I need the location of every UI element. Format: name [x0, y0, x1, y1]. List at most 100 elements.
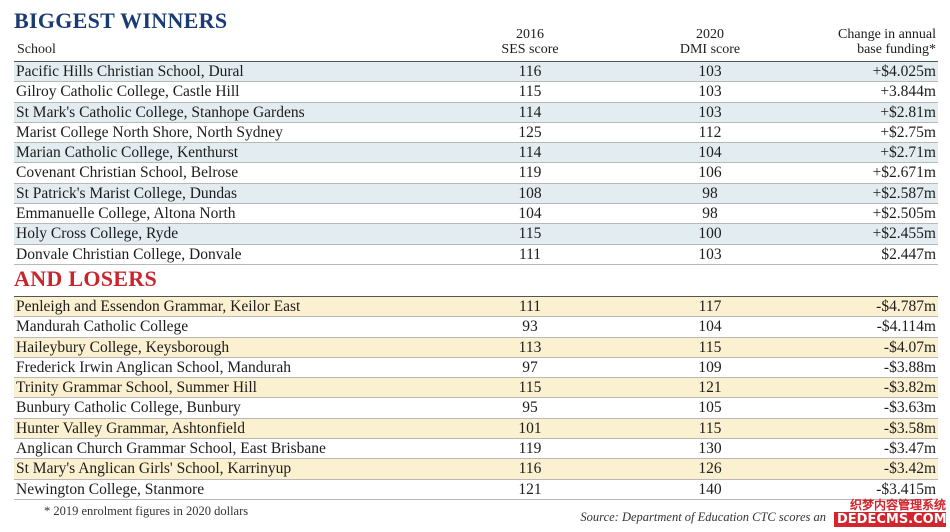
- column-header-ses: 2016 SES score: [480, 27, 580, 57]
- ses-cell: 101: [518, 419, 542, 437]
- change-cell: -$3.58m: [883, 419, 936, 437]
- watermark: 织梦内容管理系统 DEDECMS.COM: [834, 498, 947, 528]
- table-row: Covenant Christian School, Belrose 119 106…: [14, 163, 938, 184]
- ses-cell: 104: [518, 205, 542, 223]
- change-cell: -$3.88m: [883, 358, 936, 376]
- dmi-cell: 112: [698, 123, 722, 141]
- footnote: * 2019 enrolment figures in 2020 dollars: [44, 504, 249, 518]
- ses-cell: 113: [518, 338, 542, 356]
- watermark-line2: DEDECMS.COM: [834, 512, 947, 527]
- school-cell: Penleigh and Essendon Grammar, Keilor Ea…: [16, 298, 301, 315]
- school-cell: Hunter Valley Grammar, Ashtonfield: [16, 419, 245, 437]
- dmi-cell: 98: [702, 184, 718, 202]
- school-cell: St Mary's Anglican Girls' School, Karrin…: [16, 460, 292, 478]
- column-header-change: Change in annual base funding*: [776, 27, 936, 57]
- dmi-cell: 100: [698, 225, 722, 243]
- ses-cell: 125: [518, 123, 542, 141]
- dmi-cell: 103: [698, 103, 722, 121]
- school-cell: Covenant Christian School, Belrose: [16, 164, 239, 182]
- change-cell: -$4.07m: [883, 338, 936, 356]
- ses-cell: 121: [518, 480, 542, 498]
- dmi-cell: 109: [698, 358, 722, 376]
- change-cell: -$3.47m: [883, 440, 936, 458]
- ses-cell: 115: [518, 225, 542, 243]
- watermark-line1: 织梦内容管理系统: [849, 498, 946, 512]
- table-row: Marist College North Shore, North Sydney…: [14, 122, 938, 144]
- change-cell: +$2.71m: [880, 144, 936, 162]
- school-cell: Bunbury Catholic College, Bunbury: [16, 399, 241, 417]
- school-cell: Donvale Christian College, Donvale: [16, 245, 242, 263]
- school-cell: Marist College North Shore, North Sydney: [16, 123, 283, 141]
- losers-heading: AND LOSERS: [14, 266, 157, 291]
- change-cell: -$3.63m: [883, 399, 936, 417]
- change-cell: +$2.671m: [872, 164, 936, 182]
- school-cell: Gilroy Catholic College, Castle Hill: [16, 83, 240, 101]
- change-cell: +$2.81m: [880, 103, 936, 121]
- table-row: Marian Catholic College, Kenthurst 114 104…: [14, 143, 938, 164]
- table-row: Anglican Church Grammar School, East Bri…: [14, 439, 938, 460]
- school-cell: Pacific Hills Christian School, Dural: [16, 63, 244, 80]
- ses-cell: 119: [518, 440, 542, 458]
- ses-cell: 114: [518, 144, 542, 162]
- table-row: Hunter Valley Grammar, Ashtonfield 101 115…: [14, 418, 938, 440]
- table-row: Gilroy Catholic College, Castle Hill 115 1…: [14, 82, 938, 103]
- table-row: Trinity Grammar School, Summer Hill 115 12…: [14, 378, 938, 399]
- table-row: Haileybury College, Keysborough 113 115 -$4…: [14, 337, 938, 358]
- change-cell: +$2.455m: [872, 225, 936, 243]
- dmi-cell: 115: [698, 338, 722, 356]
- table-row: Holy Cross College, Ryde 115 100 +$2.455m: [14, 224, 938, 245]
- change-cell: +$2.505m: [872, 205, 936, 223]
- change-cell: +3.844m: [880, 83, 936, 101]
- school-cell: Trinity Grammar School, Summer Hill: [16, 379, 257, 397]
- change-header-line2: base funding*: [857, 42, 936, 57]
- school-cell: Newington College, Stanmore: [16, 480, 205, 498]
- ses-cell: 119: [518, 164, 542, 182]
- change-cell: -$3.82m: [883, 379, 936, 397]
- school-cell: Marian Catholic College, Kenthurst: [16, 144, 239, 162]
- ses-cell: 114: [518, 103, 542, 121]
- dmi-cell: 126: [698, 460, 722, 478]
- change-cell: -$4.787m: [876, 298, 936, 315]
- ses-cell: 111: [518, 245, 542, 263]
- dmi-cell: 104: [698, 144, 722, 162]
- dmi-cell: 103: [698, 63, 722, 80]
- change-cell: +$2.587m: [872, 184, 936, 202]
- change-cell: +$2.75m: [880, 123, 936, 141]
- change-cell: -$3.42m: [883, 460, 936, 478]
- ses-cell: 116: [518, 63, 542, 80]
- ses-header-line1: 2016: [516, 27, 544, 42]
- column-header-dmi: 2020 DMI score: [660, 27, 760, 57]
- school-cell: Emmanuelle College, Altona North: [16, 205, 236, 223]
- school-cell: Anglican Church Grammar School, East Bri…: [16, 440, 326, 458]
- dmi-cell: 117: [698, 298, 722, 315]
- school-cell: St Patrick's Marist College, Dundas: [16, 184, 238, 202]
- dmi-cell: 105: [698, 399, 722, 417]
- school-cell: Holy Cross College, Ryde: [16, 225, 179, 243]
- ses-cell: 116: [518, 460, 542, 478]
- table-row: St Mark's Catholic College, Stanhope Gar…: [14, 102, 938, 123]
- dmi-cell: 104: [698, 318, 722, 336]
- dmi-header-line2: DMI score: [679, 42, 741, 57]
- change-cell: -$4.114m: [876, 318, 936, 336]
- ses-cell: 115: [518, 379, 542, 397]
- ses-cell: 93: [522, 318, 538, 336]
- change-cell: -$3.415m: [876, 480, 936, 498]
- dmi-cell: 103: [698, 245, 722, 263]
- dmi-cell: 103: [698, 83, 722, 101]
- dmi-cell: 98: [702, 205, 718, 223]
- ses-cell: 115: [518, 83, 542, 101]
- dmi-cell: 115: [698, 419, 722, 437]
- dmi-cell: 121: [698, 379, 722, 397]
- losers-table: Penleigh and Essendon Grammar, Keilor Ea…: [14, 296, 938, 500]
- school-cell: Frederick Irwin Anglican School, Mandura…: [16, 358, 292, 376]
- ses-header-line2: SES score: [501, 42, 559, 57]
- column-header-school: School: [17, 42, 56, 57]
- dmi-header-line1: 2020: [696, 27, 724, 42]
- table-row: Pacific Hills Christian School, Dural 116…: [14, 62, 938, 83]
- source-note: Source: Department of Education CTC scor…: [580, 510, 826, 524]
- table-row: Frederick Irwin Anglican School, Mandura…: [14, 357, 938, 379]
- table-row: Bunbury Catholic College, Bunbury 95 105 -$…: [14, 398, 938, 419]
- table-row: St Mary's Anglican Girls' School, Karrin…: [14, 459, 938, 480]
- table-row: Mandurah Catholic College 93 104 -$4.114m: [14, 317, 938, 338]
- school-cell: St Mark's Catholic College, Stanhope Gar…: [16, 103, 305, 121]
